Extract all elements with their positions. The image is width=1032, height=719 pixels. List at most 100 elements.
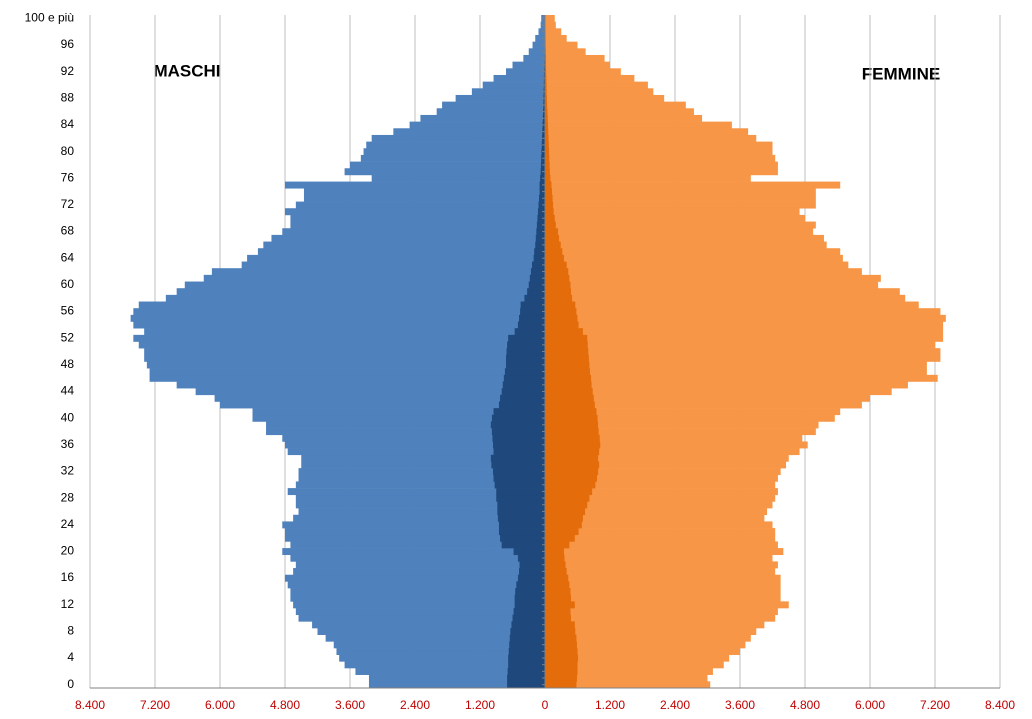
y-tick-label: 32 [61, 464, 75, 478]
bar [266, 428, 545, 436]
bar [545, 648, 740, 655]
bar [355, 668, 545, 675]
bar [510, 628, 545, 635]
bar [545, 301, 919, 309]
bar [504, 368, 545, 376]
bar [545, 674, 577, 682]
bar [545, 508, 768, 516]
bar [545, 401, 862, 409]
bar [252, 414, 545, 422]
bar [545, 448, 800, 456]
bar [545, 594, 571, 602]
bar [545, 381, 908, 389]
bar [519, 314, 545, 322]
bar [545, 588, 781, 596]
bar [545, 161, 550, 169]
bar [545, 281, 879, 289]
bar [545, 134, 549, 142]
bar [545, 128, 749, 136]
y-tick-label: 16 [61, 570, 75, 584]
annotation: FEMMINE [862, 64, 940, 83]
y-tick-label: 44 [61, 384, 75, 398]
bar [195, 388, 545, 396]
bar [497, 508, 545, 516]
bar [298, 508, 545, 516]
bar [545, 94, 547, 102]
bar [220, 401, 545, 409]
bar [144, 328, 545, 336]
bar [290, 214, 545, 222]
bar [211, 268, 545, 276]
bar [545, 254, 843, 262]
bar [535, 241, 545, 249]
bar [545, 194, 553, 202]
bar [500, 534, 545, 542]
bar [502, 381, 545, 389]
bar [514, 328, 545, 336]
bar [545, 434, 803, 442]
bar [545, 321, 944, 329]
bar [336, 648, 545, 655]
bar [545, 614, 571, 622]
bar [545, 541, 570, 549]
bar [517, 574, 545, 582]
bar [290, 554, 545, 562]
bar [545, 661, 578, 669]
bar [545, 74, 635, 82]
bar [293, 568, 545, 576]
bar [545, 241, 561, 249]
bar [138, 301, 545, 309]
bar [545, 81, 547, 89]
bar [490, 421, 545, 429]
bar [203, 274, 545, 282]
bar [455, 94, 545, 102]
bar [285, 574, 545, 582]
y-tick-label: 8 [67, 624, 74, 638]
bar [545, 494, 776, 502]
bar [545, 181, 552, 189]
bar [506, 354, 545, 362]
bar [498, 521, 545, 529]
y-tick-label: 12 [61, 597, 75, 611]
bar [493, 448, 545, 456]
y-tick-label: 100 e più [25, 11, 74, 25]
bar [344, 661, 545, 669]
bar [545, 41, 578, 49]
bar [545, 108, 548, 116]
bar [271, 234, 545, 242]
bar [545, 548, 784, 556]
bar [295, 501, 545, 509]
bar [442, 101, 545, 109]
bar [409, 121, 545, 129]
bar [545, 414, 598, 422]
bar [545, 621, 765, 629]
bar [545, 521, 582, 529]
bar [545, 368, 927, 376]
bar [545, 401, 595, 409]
bar [252, 408, 545, 416]
bar [511, 621, 545, 629]
bar [325, 634, 545, 642]
bar [545, 341, 588, 349]
bar [545, 601, 575, 609]
bar [491, 461, 545, 469]
bar [545, 101, 548, 109]
bar [545, 74, 547, 82]
bar [545, 681, 577, 689]
bar [533, 254, 545, 262]
bar [496, 494, 545, 502]
bar [498, 401, 545, 409]
bar [545, 454, 789, 462]
bar [545, 54, 605, 62]
bar [545, 68, 547, 76]
bar [545, 308, 941, 316]
bar [545, 521, 773, 529]
bar [285, 208, 545, 216]
x-tick-label: 4.800 [270, 698, 300, 712]
bar [545, 388, 593, 396]
x-tick-label: 3.600 [725, 698, 755, 712]
bar [520, 308, 545, 316]
bar [493, 408, 545, 416]
bar [512, 614, 545, 622]
bar [545, 668, 713, 675]
